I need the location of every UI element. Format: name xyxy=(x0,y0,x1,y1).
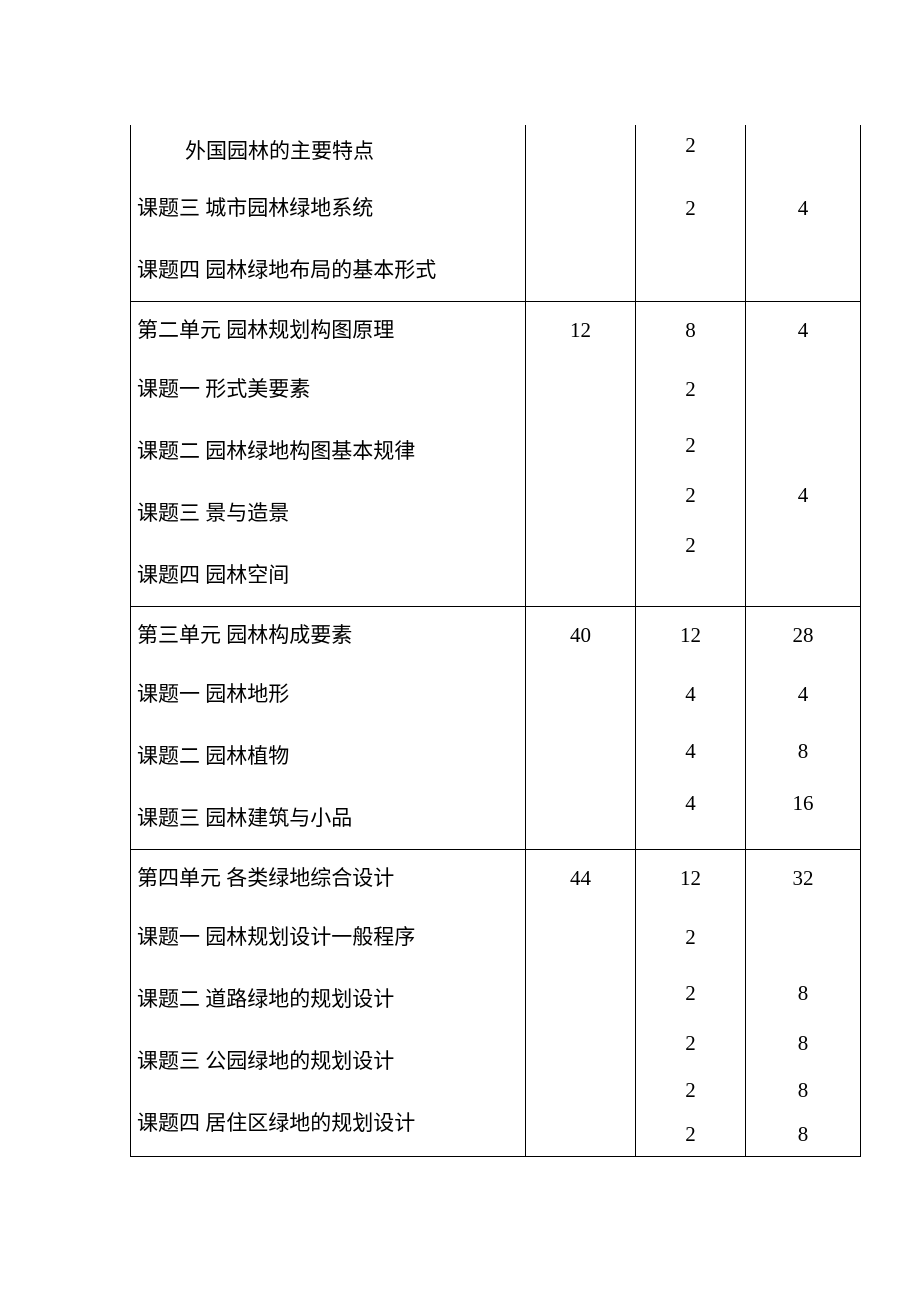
value: 40 xyxy=(526,607,635,663)
topic-line: 课题二 园林植物 xyxy=(137,725,521,787)
col-b-cell: 12 4 4 4 xyxy=(636,607,746,850)
value: 12 xyxy=(526,302,635,358)
value: 8 xyxy=(746,1112,860,1156)
col-a-cell: 44 xyxy=(526,850,636,1157)
value: 8 xyxy=(746,1068,860,1112)
value: 28 xyxy=(746,607,860,663)
value xyxy=(526,125,635,177)
value xyxy=(746,420,860,470)
col-c-cell: 32 8 8 8 8 xyxy=(746,850,861,1157)
topic-line: 第二单元 园林规划构图原理 xyxy=(137,302,521,358)
value xyxy=(746,125,860,177)
value: 4 xyxy=(746,663,860,725)
col-c-cell: 28 4 8 16 xyxy=(746,607,861,850)
value: 12 xyxy=(636,850,745,906)
table-row: 第三单元 园林构成要素 课题一 园林地形 课题二 园林植物 课题三 园林建筑与小… xyxy=(131,607,861,850)
value: 4 xyxy=(746,177,860,239)
topic-line: 课题四 园林绿地布局的基本形式 xyxy=(137,239,521,301)
value: 4 xyxy=(746,470,860,520)
value: 2 xyxy=(636,520,745,570)
value: 8 xyxy=(746,725,860,777)
value: 2 xyxy=(636,1018,745,1068)
value: 2 xyxy=(636,420,745,470)
col-b-cell: 2 2 xyxy=(636,125,746,302)
value: 2 xyxy=(636,968,745,1018)
col-a-cell: 40 xyxy=(526,607,636,850)
value: 8 xyxy=(746,968,860,1018)
col-c-cell: 4 xyxy=(746,125,861,302)
value: 2 xyxy=(636,906,745,968)
topic-line: 课题一 形式美要素 xyxy=(137,358,521,420)
topic-line: 课题三 公园绿地的规划设计 xyxy=(137,1030,521,1092)
value: 2 xyxy=(636,358,745,420)
topics-cell: 第三单元 园林构成要素 课题一 园林地形 课题二 园林植物 课题三 园林建筑与小… xyxy=(131,607,526,850)
col-b-cell: 8 2 2 2 2 xyxy=(636,302,746,607)
col-b-cell: 12 2 2 2 2 2 xyxy=(636,850,746,1157)
topic-line: 课题四 居住区绿地的规划设计 xyxy=(137,1092,521,1154)
curriculum-table: 外国园林的主要特点 课题三 城市园林绿地系统 课题四 园林绿地布局的基本形式 2… xyxy=(130,125,861,1157)
value: 2 xyxy=(636,125,745,177)
topic-line: 课题三 景与造景 xyxy=(137,482,521,544)
value: 12 xyxy=(636,607,745,663)
topic-line: 第四单元 各类绿地综合设计 xyxy=(137,850,521,906)
topic-line: 课题一 园林地形 xyxy=(137,663,521,725)
topic-line: 课题二 园林绿地构图基本规律 xyxy=(137,420,521,482)
value: 8 xyxy=(746,1018,860,1068)
value: 4 xyxy=(636,663,745,725)
topic-line: 外国园林的主要特点 xyxy=(137,125,521,177)
table-row: 外国园林的主要特点 课题三 城市园林绿地系统 课题四 园林绿地布局的基本形式 2… xyxy=(131,125,861,302)
value: 4 xyxy=(636,777,745,829)
value xyxy=(746,358,860,420)
col-a-cell: 12 xyxy=(526,302,636,607)
value: 2 xyxy=(636,1112,745,1156)
value: 4 xyxy=(636,725,745,777)
topics-cell: 第四单元 各类绿地综合设计 课题一 园林规划设计一般程序 课题二 道路绿地的规划… xyxy=(131,850,526,1157)
topics-cell: 外国园林的主要特点 课题三 城市园林绿地系统 课题四 园林绿地布局的基本形式 xyxy=(131,125,526,302)
value: 32 xyxy=(746,850,860,906)
topic-line: 课题三 园林建筑与小品 xyxy=(137,787,521,849)
value: 44 xyxy=(526,850,635,906)
topic-line: 课题一 园林规划设计一般程序 xyxy=(137,906,521,968)
value: 2 xyxy=(636,177,745,239)
table-row: 第二单元 园林规划构图原理 课题一 形式美要素 课题二 园林绿地构图基本规律 课… xyxy=(131,302,861,607)
topic-line: 课题二 道路绿地的规划设计 xyxy=(137,968,521,1030)
value: 8 xyxy=(636,302,745,358)
topics-cell: 第二单元 园林规划构图原理 课题一 形式美要素 课题二 园林绿地构图基本规律 课… xyxy=(131,302,526,607)
topic-line: 课题四 园林空间 xyxy=(137,544,521,606)
topic-line: 课题三 城市园林绿地系统 xyxy=(137,177,521,239)
value xyxy=(746,906,860,968)
topic-line: 第三单元 园林构成要素 xyxy=(137,607,521,663)
col-a-cell xyxy=(526,125,636,302)
value: 2 xyxy=(636,1068,745,1112)
value: 16 xyxy=(746,777,860,829)
value: 4 xyxy=(746,302,860,358)
col-c-cell: 4 4 xyxy=(746,302,861,607)
table-row: 第四单元 各类绿地综合设计 课题一 园林规划设计一般程序 课题二 道路绿地的规划… xyxy=(131,850,861,1157)
value: 2 xyxy=(636,470,745,520)
